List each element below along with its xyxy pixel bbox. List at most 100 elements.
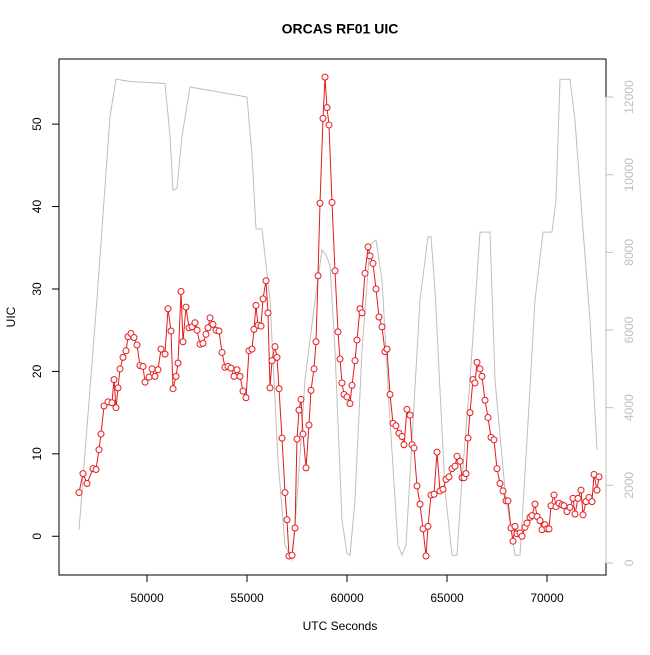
data-point xyxy=(343,393,351,401)
data-point xyxy=(504,497,512,505)
data-point xyxy=(172,372,180,380)
y-tick-label: 30 xyxy=(30,282,44,296)
data-point xyxy=(264,309,272,317)
data-line xyxy=(78,77,600,557)
data-point xyxy=(416,500,424,508)
data-point xyxy=(119,353,127,361)
data-point xyxy=(348,381,356,389)
data-point xyxy=(496,480,504,488)
data-point xyxy=(218,348,226,356)
data-point xyxy=(493,465,501,473)
data-point xyxy=(531,500,539,508)
data-point xyxy=(157,345,165,353)
data-point xyxy=(490,436,498,444)
y2-tick-label: 0 xyxy=(622,559,636,566)
data-point xyxy=(338,379,346,387)
data-point xyxy=(273,353,281,361)
data-point xyxy=(97,430,105,438)
data-point xyxy=(511,522,519,530)
data-point xyxy=(95,446,103,454)
data-point xyxy=(236,372,244,380)
data-point xyxy=(351,357,359,365)
data-point xyxy=(383,345,391,353)
data-point xyxy=(193,326,201,334)
data-point xyxy=(579,511,587,519)
data-point xyxy=(169,385,177,393)
data-point xyxy=(571,510,579,518)
data-point xyxy=(139,362,147,370)
x-tick-label: 65000 xyxy=(430,591,464,605)
data-point xyxy=(75,489,83,497)
data-point xyxy=(319,114,327,122)
data-point xyxy=(471,379,479,387)
data-point xyxy=(151,372,159,380)
y-tick-label: 50 xyxy=(30,117,44,131)
data-point xyxy=(400,441,408,449)
data-point xyxy=(509,537,517,545)
x-tick-label: 70000 xyxy=(530,591,564,605)
data-point xyxy=(439,485,447,493)
data-point xyxy=(410,444,418,452)
data-point xyxy=(252,301,260,309)
data-point xyxy=(406,411,414,419)
data-point xyxy=(116,365,124,373)
data-point xyxy=(141,378,149,386)
chart-title: ORCAS RF01 UIC xyxy=(282,21,399,37)
data-point xyxy=(281,489,289,497)
data-point xyxy=(331,267,339,275)
data-point xyxy=(130,334,138,342)
data-point xyxy=(250,325,258,333)
data-point xyxy=(122,347,130,355)
data-point xyxy=(325,121,333,129)
data-point xyxy=(321,73,329,81)
data-point xyxy=(369,259,377,267)
data-point xyxy=(100,402,108,410)
data-point xyxy=(445,473,453,481)
data-point xyxy=(566,503,574,511)
data-point xyxy=(174,359,182,367)
data-point xyxy=(499,487,507,495)
data-point xyxy=(550,491,558,499)
data-point xyxy=(476,365,484,373)
data-point xyxy=(227,364,235,372)
data-point xyxy=(466,409,474,417)
data-point xyxy=(230,372,238,380)
data-point xyxy=(478,372,486,380)
data-point xyxy=(346,400,354,408)
data-point xyxy=(148,365,156,373)
data-point xyxy=(242,394,250,402)
y2-tick-label: 8000 xyxy=(622,239,636,266)
data-point xyxy=(177,287,185,295)
data-point xyxy=(204,324,212,332)
x-tick-label: 60000 xyxy=(330,591,364,605)
data-point xyxy=(312,338,320,346)
data-point xyxy=(422,552,430,560)
data-point xyxy=(266,384,274,392)
y2-tick-label: 6000 xyxy=(622,316,636,343)
data-point xyxy=(595,473,603,481)
data-point xyxy=(259,295,267,303)
data-point xyxy=(413,482,421,490)
data-point xyxy=(164,305,172,313)
data-point xyxy=(456,457,464,465)
data-point xyxy=(191,319,199,327)
data-point xyxy=(523,519,531,527)
data-point xyxy=(161,350,169,358)
data-point xyxy=(271,343,279,351)
data-point xyxy=(451,462,459,470)
data-point xyxy=(462,470,470,478)
data-point xyxy=(79,470,87,478)
data-point xyxy=(278,434,286,442)
data-point xyxy=(209,320,217,328)
y-tick-label: 10 xyxy=(30,447,44,461)
data-point xyxy=(239,387,247,395)
data-line xyxy=(78,78,598,562)
data-point xyxy=(275,385,283,393)
data-point xyxy=(310,365,318,373)
data-point xyxy=(336,355,344,363)
data-point xyxy=(366,252,374,260)
x-tick-label: 55000 xyxy=(230,591,264,605)
data-point xyxy=(484,414,492,422)
